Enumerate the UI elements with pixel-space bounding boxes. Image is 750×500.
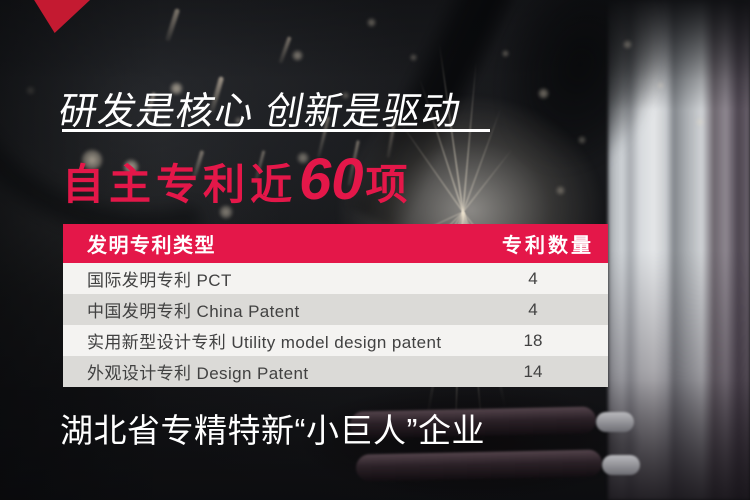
- heading-underline: [62, 129, 490, 132]
- table-row: 中国发明专利 China Patent 4: [63, 294, 608, 325]
- header-count-label: 专利数量: [502, 235, 594, 257]
- headline-number: 60: [299, 147, 364, 212]
- patent-count-cell: 14: [523, 361, 543, 381]
- roller-cylinder: [355, 449, 603, 482]
- roller-cap: [596, 412, 634, 432]
- patent-type-cell: 实用新型设计专利 Utility model design patent: [87, 333, 442, 352]
- patent-type-cell: 中国发明专利 China Patent: [87, 302, 300, 321]
- patent-type-cell: 外观设计专利 Design Patent: [87, 364, 309, 383]
- table-row: 外观设计专利 Design Patent 14: [63, 356, 608, 387]
- main-heading: 研发是核心 创新是驱动: [55, 91, 465, 133]
- bottom-machine-shadow: [298, 383, 643, 500]
- header-type-label: 发明专利类型: [87, 235, 216, 257]
- patent-count-cell: 18: [523, 330, 543, 350]
- table-row: 实用新型设计专利 Utility model design patent 18: [63, 325, 608, 356]
- patent-table: 发明专利类型 专利数量 国际发明专利 PCT 4 中国发明专利 China Pa…: [63, 224, 608, 387]
- headline-suffix: 项: [365, 161, 408, 208]
- roller-cap: [602, 455, 640, 475]
- patent-table-rows: 国际发明专利 PCT 4 中国发明专利 China Patent 4 实用新型设…: [63, 263, 608, 387]
- patent-table-header: 发明专利类型 专利数量: [63, 224, 608, 263]
- headline-prefix: 自主专利近: [62, 161, 298, 208]
- patent-type-cell: 国际发明专利 PCT: [87, 271, 232, 290]
- table-row: 国际发明专利 PCT 4: [63, 263, 608, 294]
- patent-count-headline: 自主专利近 60 项: [62, 146, 408, 213]
- patent-count-cell: 4: [528, 268, 538, 288]
- patent-count-cell: 4: [528, 299, 538, 319]
- footer-title: 湖北省专精特新“小巨人”企业: [60, 412, 485, 449]
